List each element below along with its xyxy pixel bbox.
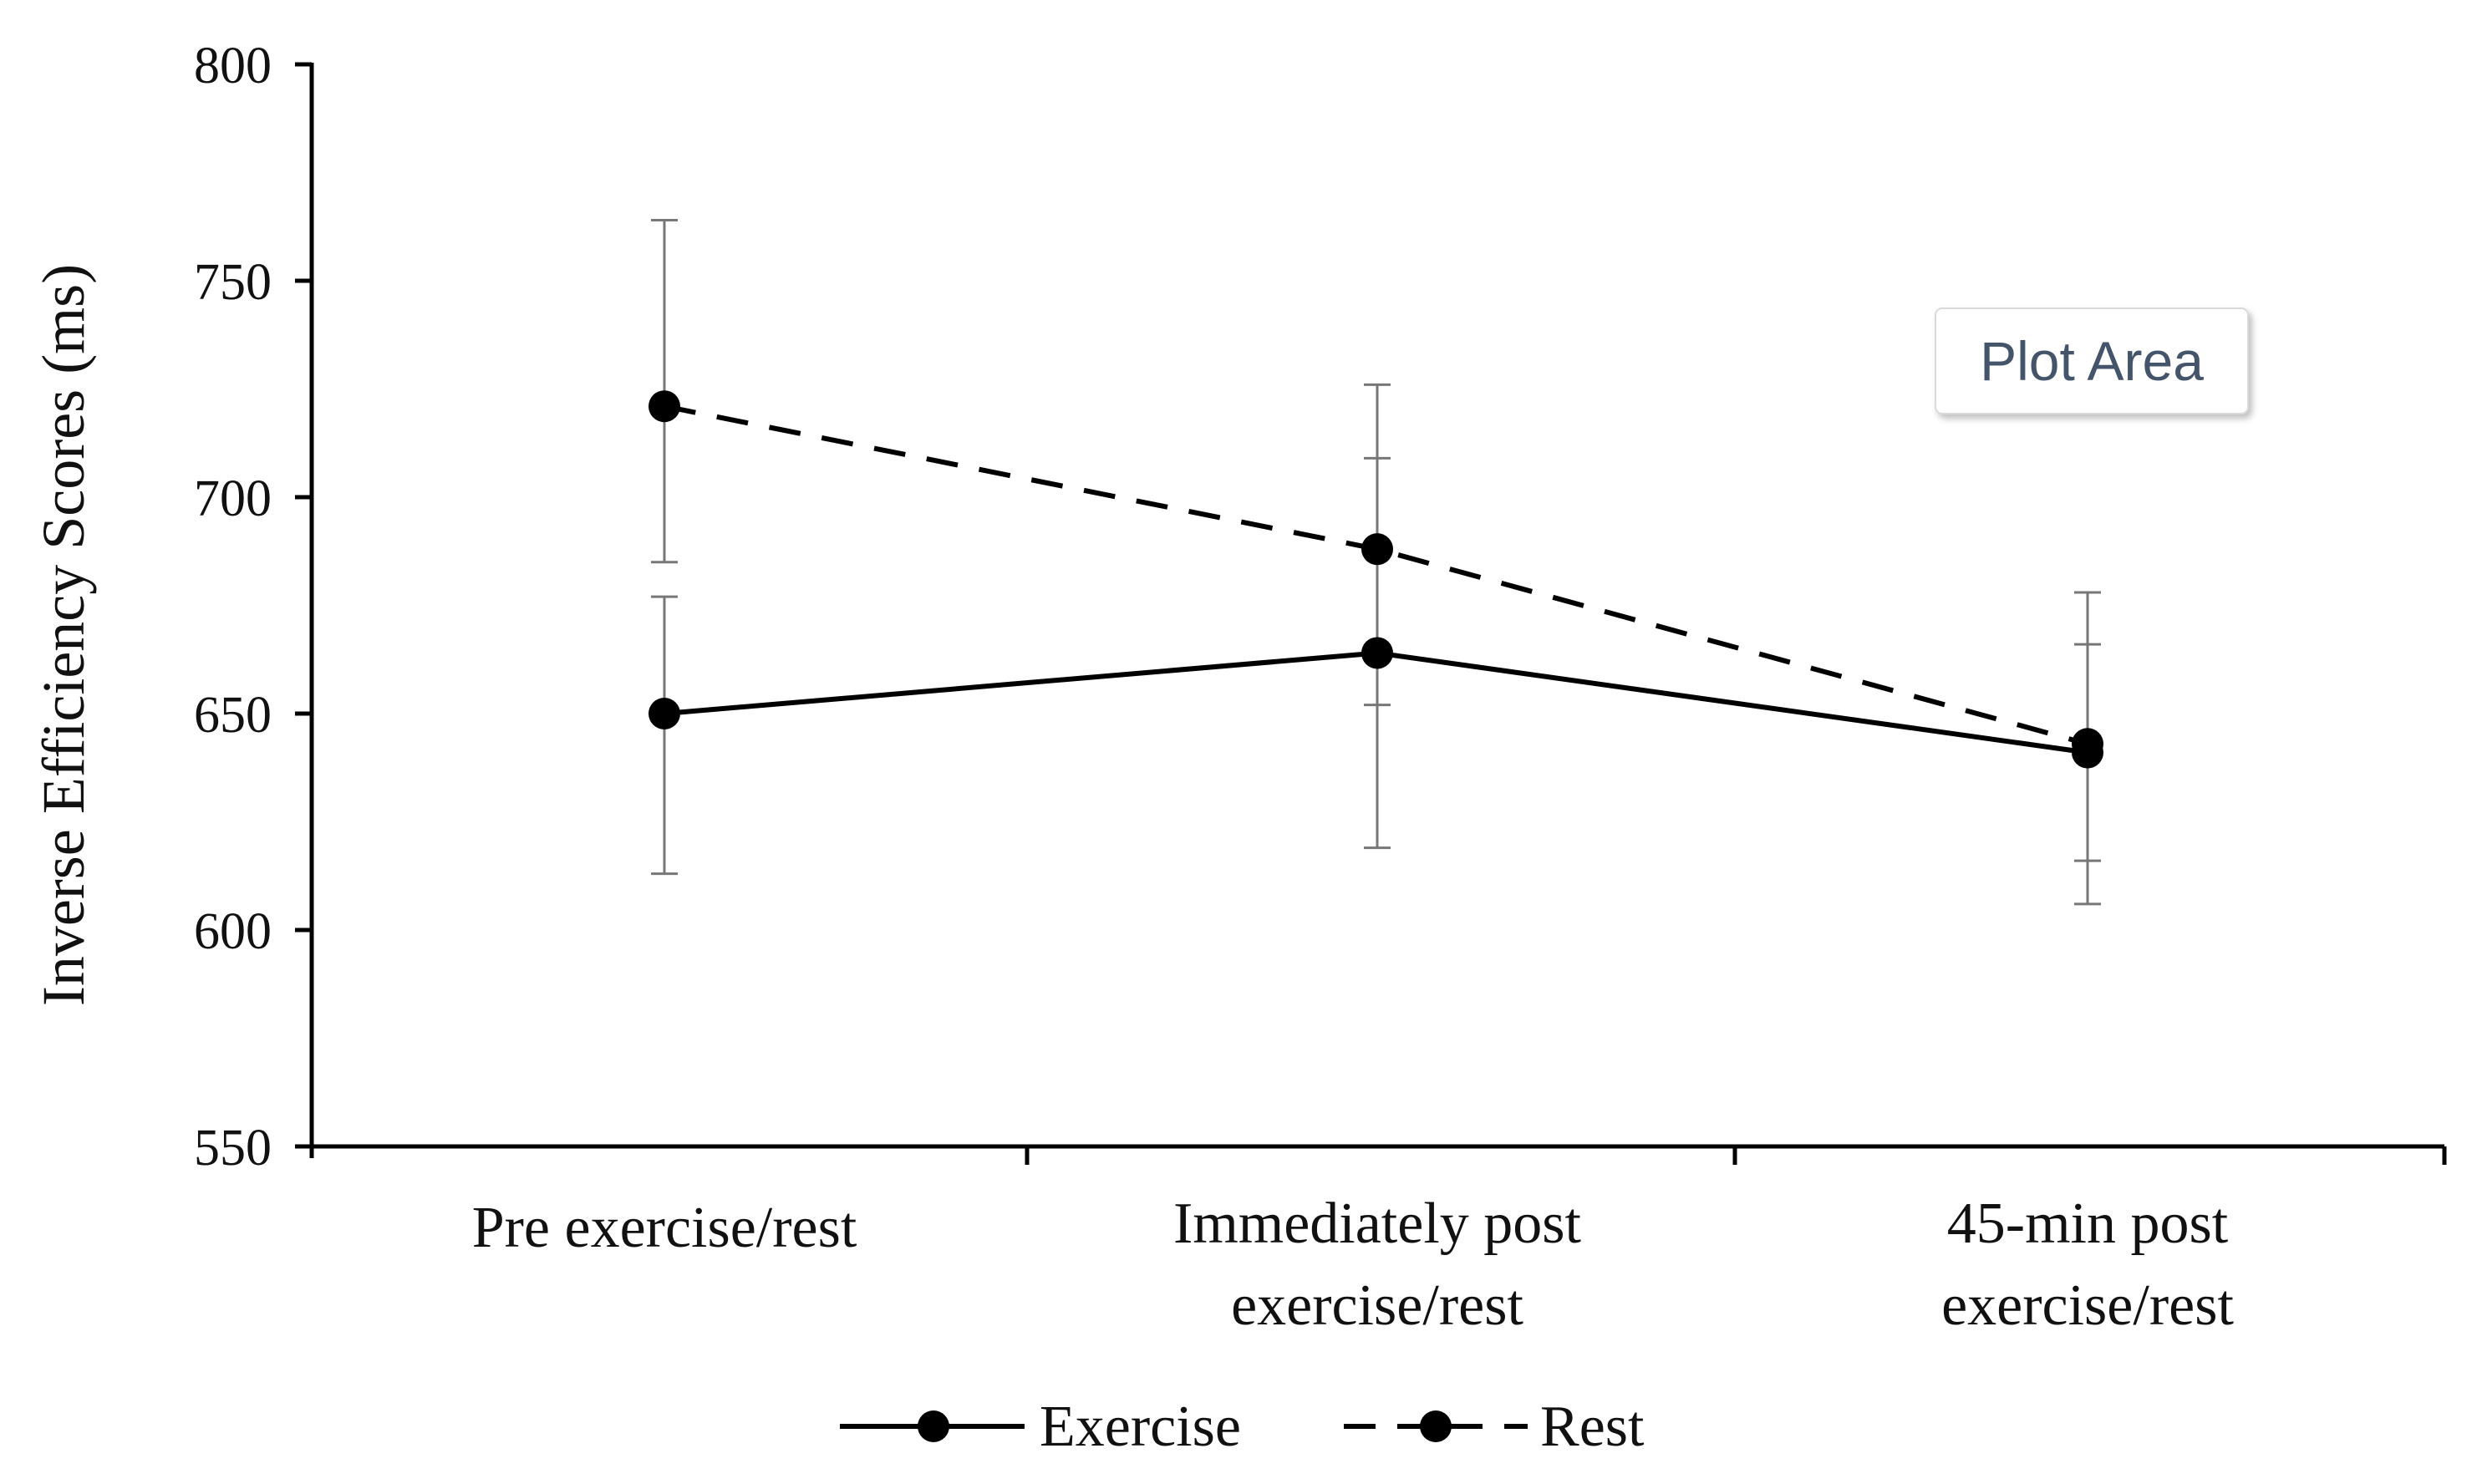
legend-item-exercise[interactable]: Exercise [840, 1395, 1241, 1459]
x-ticks-layer: Pre exercise/rest Immediately post exercis… [472, 1146, 2447, 1338]
legend-item-rest[interactable]: Rest [1344, 1395, 1645, 1459]
legend-label-exercise: Exercise [1040, 1395, 1241, 1459]
y-tick-label: 800 [194, 38, 272, 94]
markers-layer [648, 390, 2103, 769]
legend[interactable]: Exercise Rest [840, 1395, 1645, 1459]
x-tick-label: Immediately post [1173, 1192, 1582, 1256]
x-tick-label: exercise/rest [1231, 1273, 1523, 1338]
y-tick-label: 700 [194, 470, 272, 527]
data-point-rest [1361, 533, 1393, 566]
data-point-exercise [1361, 637, 1393, 669]
legend-marker-rest [1420, 1410, 1452, 1442]
legend-marker-exercise [918, 1410, 949, 1442]
y-axis-title: Inverse Efficiency Scores (ms) [30, 264, 97, 1006]
y-tick-label: 750 [194, 254, 272, 311]
x-tick-label: 45-min post [1947, 1192, 2229, 1256]
data-point-rest [2072, 728, 2103, 760]
tooltip-text: Plot Area [1980, 330, 2204, 392]
x-tick-label: Pre exercise/rest [472, 1196, 857, 1260]
tooltip-box [1935, 307, 2249, 414]
data-point-exercise [648, 698, 680, 729]
y-ticks-layer: 550 600 650 700 750 800 [194, 38, 312, 1177]
x-tick-label: exercise/rest [1941, 1273, 2234, 1338]
data-point-rest [648, 390, 680, 423]
plot-area-tooltip: Plot Area [1935, 307, 2249, 414]
y-tick-label: 650 [194, 687, 272, 744]
y-tick-label: 600 [194, 903, 272, 960]
y-tick-label: 550 [194, 1120, 272, 1177]
legend-label-rest: Rest [1540, 1395, 1645, 1459]
axes-layer [309, 63, 2444, 1158]
